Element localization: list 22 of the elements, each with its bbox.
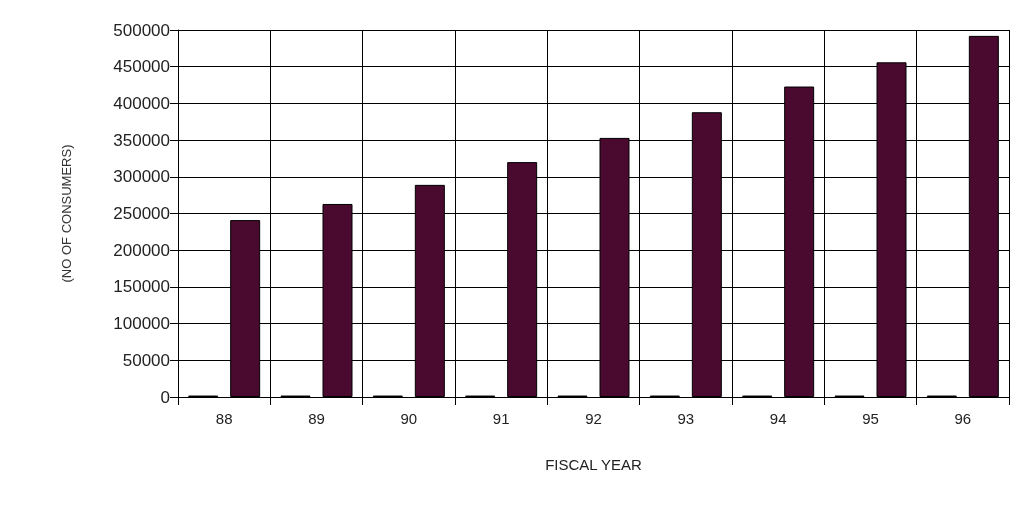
x-tick-label: 94	[769, 410, 787, 427]
y-tick-label: 300000	[113, 167, 170, 187]
x-tick-label: 91	[492, 410, 510, 427]
y-tick-label: 50000	[122, 350, 170, 370]
x-tick-label: 93	[677, 410, 695, 427]
x-tick-label: 89	[308, 410, 325, 427]
y-tick-label: 0	[160, 387, 170, 407]
y-tick-label: 400000	[113, 93, 170, 113]
x-axis-title: FISCAL YEAR	[545, 456, 643, 473]
x-tick-label: 90	[400, 410, 418, 427]
y-tick-label: 350000	[113, 130, 170, 150]
x-tick-label: 96	[954, 410, 972, 427]
x-tick-label: 88	[215, 410, 233, 427]
y-tick-label: 250000	[113, 204, 170, 223]
y-tick-label: 500000	[113, 20, 170, 40]
x-tick-label: 92	[585, 410, 602, 427]
x-tick-label: 95	[862, 410, 879, 427]
y-tick-label: 150000	[113, 277, 170, 297]
y-tick-label: 200000	[113, 240, 170, 260]
y-axis-title: (NO OF CONSUMERS)	[59, 144, 74, 283]
y-tick-label: 450000	[113, 57, 170, 77]
y-tick-label: 100000	[113, 314, 170, 334]
